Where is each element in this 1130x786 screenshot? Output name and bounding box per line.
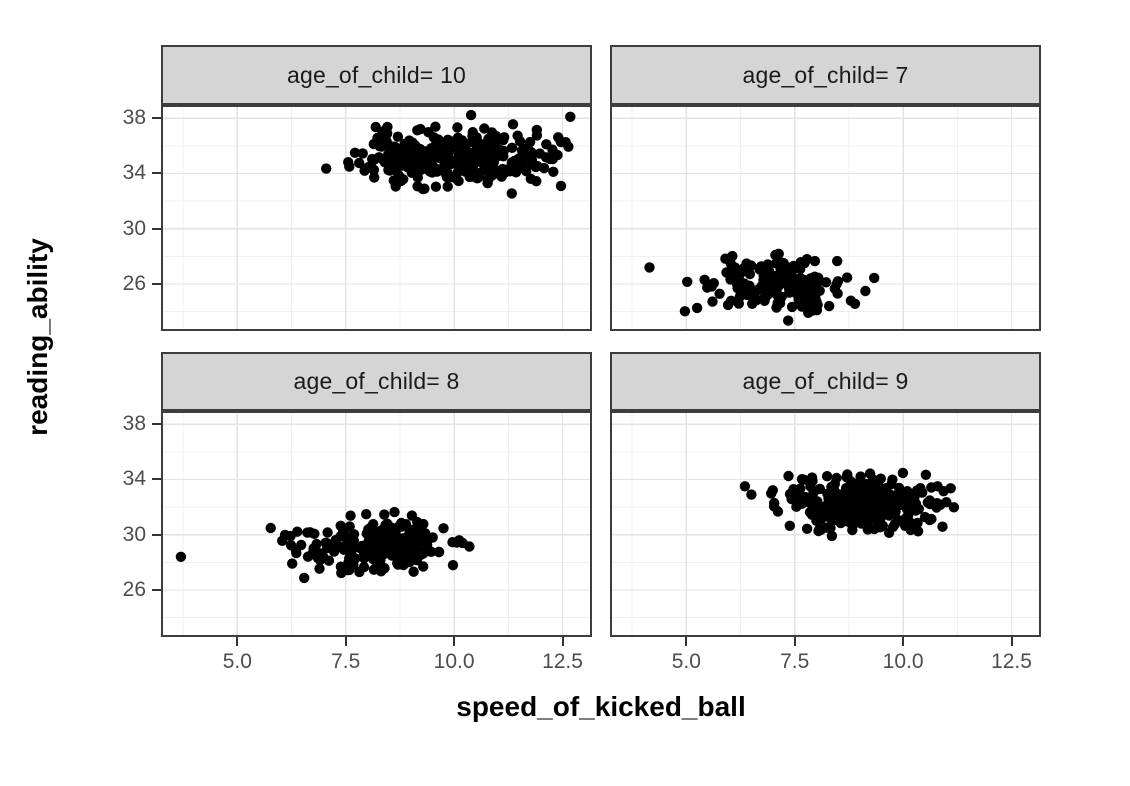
x-axis-tick-mark bbox=[685, 637, 688, 646]
y-axis-title: reading_ability bbox=[22, 238, 53, 436]
facet-strip: age_of_child= 9 bbox=[610, 352, 1041, 411]
y-axis-tick-label: 34 bbox=[122, 467, 146, 491]
x-axis-tick-label: 7.5 bbox=[331, 650, 361, 673]
y-axis-tick-label: 38 bbox=[122, 412, 146, 436]
x-axis-title: speed_of_kicked_ball bbox=[456, 691, 746, 722]
x-axis-tick-label: 7.5 bbox=[780, 650, 810, 673]
scatter-points bbox=[175, 506, 475, 584]
scatter-panel bbox=[161, 105, 592, 331]
facet-panel-age-10: age_of_child= 10 bbox=[161, 0, 592, 786]
facet-strip-label: age_of_child= 7 bbox=[742, 61, 909, 88]
y-axis-tick-label: 26 bbox=[122, 578, 146, 601]
facet-strip: age_of_child= 10 bbox=[161, 45, 592, 105]
y-axis-tick-label: 26 bbox=[122, 272, 146, 295]
x-axis-tick-mark bbox=[453, 637, 456, 646]
x-axis-tick-label: 10.0 bbox=[433, 650, 475, 673]
x-axis-tick-mark bbox=[236, 637, 239, 646]
x-axis-tick-mark bbox=[793, 637, 796, 646]
facet-strip-label: age_of_child= 8 bbox=[293, 368, 460, 394]
x-axis-tick-mark bbox=[902, 637, 905, 646]
scatter-panel bbox=[610, 411, 1041, 637]
y-axis-tick-mark bbox=[152, 423, 161, 426]
scatter-points bbox=[739, 467, 960, 542]
y-axis-tick-mark bbox=[152, 172, 161, 175]
x-axis-tick-label: 10.0 bbox=[882, 650, 924, 673]
scatter-points bbox=[644, 248, 880, 326]
facet-panel-age-9: age_of_child= 9 bbox=[610, 0, 1041, 786]
y-axis-tick-label: 30 bbox=[122, 216, 146, 240]
x-axis-tick-mark bbox=[561, 637, 564, 646]
facet-panel-age-8: age_of_child= 8 bbox=[161, 0, 592, 786]
y-axis-tick-mark bbox=[152, 589, 161, 591]
y-axis-tick-mark bbox=[152, 117, 161, 120]
scatter-panel bbox=[610, 105, 1041, 331]
facet-strip: age_of_child= 8 bbox=[161, 352, 592, 411]
y-axis-tick-mark bbox=[152, 227, 161, 230]
x-axis-tick-label: 5.0 bbox=[222, 650, 252, 673]
x-axis-tick-mark bbox=[1010, 637, 1013, 646]
y-axis-tick-mark bbox=[152, 283, 161, 285]
facet-panel-age-7: age_of_child= 7 bbox=[610, 0, 1041, 786]
y-axis-tick-mark bbox=[152, 478, 161, 481]
scatter-points bbox=[321, 109, 576, 199]
x-axis-tick-label: 5.0 bbox=[671, 650, 701, 673]
y-axis-tick-label: 38 bbox=[122, 106, 146, 130]
y-axis-tick-label: 34 bbox=[122, 161, 146, 185]
facet-strip-label: age_of_child= 10 bbox=[286, 61, 467, 88]
scatter-panel bbox=[161, 411, 592, 637]
facet-strip-label: age_of_child= 9 bbox=[742, 368, 909, 394]
y-axis-tick-mark bbox=[152, 533, 161, 536]
x-axis-tick-mark bbox=[344, 637, 347, 646]
facet-strip: age_of_child= 7 bbox=[610, 45, 1041, 105]
x-axis-tick-label: 12.5 bbox=[542, 650, 583, 673]
x-axis-tick-label: 12.5 bbox=[991, 650, 1032, 673]
y-axis-tick-label: 30 bbox=[122, 522, 146, 546]
